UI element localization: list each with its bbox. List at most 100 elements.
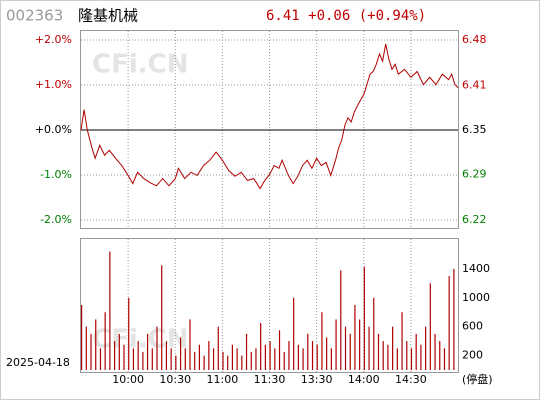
y2-tick-label: 6.22 <box>462 213 487 226</box>
volume-bar <box>278 330 281 370</box>
y2-tick-label: 6.48 <box>462 33 487 46</box>
volume-bar <box>439 341 441 370</box>
stock-quote: 6.41 +0.06 (+0.94%) <box>266 8 426 24</box>
x-tick-label: 14:30 <box>395 373 427 386</box>
volume-bar <box>434 333 436 370</box>
date-label: 2025-04-18 <box>6 356 70 369</box>
volume-bar <box>241 355 243 370</box>
volume-bar <box>128 297 130 370</box>
volume-bar <box>146 333 149 370</box>
volume-bar <box>113 341 116 370</box>
volume-bar <box>326 337 328 370</box>
volume-bar <box>316 344 318 370</box>
volume-bar <box>264 344 266 370</box>
volume-bar <box>410 348 413 370</box>
volume-bar <box>344 326 347 370</box>
y2-tick-label: 6.29 <box>462 168 487 181</box>
status-label: (停盘) <box>462 372 493 386</box>
x-tick-label: 11:30 <box>254 373 286 386</box>
y-tick-label: 200 <box>462 349 483 362</box>
volume-bar <box>123 344 125 370</box>
volume-bar <box>184 348 186 370</box>
volume-bar <box>330 348 332 370</box>
volume-bar <box>165 341 168 370</box>
y-tick-label: -2.0% <box>40 213 72 226</box>
x-tick-label: 10:00 <box>112 373 144 386</box>
volume-bar <box>151 348 153 370</box>
y2-tick-label: 6.35 <box>462 123 487 136</box>
x-tick-label: 11:00 <box>207 373 239 386</box>
volume-bar <box>217 326 219 370</box>
volume-bar <box>420 344 422 370</box>
volume-bar <box>198 344 201 370</box>
volume-bar <box>109 251 111 370</box>
volume-bar <box>429 283 431 370</box>
volume-bar <box>392 326 394 370</box>
volume-bar <box>132 348 135 370</box>
volume-bar <box>321 312 323 370</box>
volume-bar <box>250 351 252 370</box>
volume-bar <box>382 341 384 370</box>
volume-bar <box>170 348 172 370</box>
volume-bar <box>340 270 342 370</box>
volume-bar <box>297 344 299 370</box>
price-line <box>80 43 459 190</box>
volume-bar <box>142 351 144 370</box>
volume-bar <box>406 341 408 370</box>
volume-bar <box>396 348 398 370</box>
volume-bar <box>293 297 295 370</box>
volume-bar <box>255 348 257 370</box>
y-tick-label: 1400 <box>462 262 490 275</box>
volume-bar <box>260 323 262 370</box>
volume-bar <box>81 305 83 370</box>
volume-bar <box>95 319 97 370</box>
stock-code: 002363 <box>6 7 63 25</box>
volume-frame <box>80 238 459 373</box>
volume-bar <box>377 333 380 370</box>
watermark: CFi.CN <box>92 325 188 355</box>
volume-bar <box>90 333 92 370</box>
volume-bar <box>194 351 196 370</box>
volume-bar <box>231 344 233 370</box>
volume-bar <box>222 351 224 370</box>
volume-bar <box>179 337 182 370</box>
volume-bar <box>203 355 205 370</box>
volume-bar <box>175 355 177 370</box>
volume-bar <box>104 312 106 370</box>
stock-name: 隆基机械 <box>78 7 138 25</box>
volume-bar <box>227 355 229 370</box>
volume-bar <box>288 341 290 370</box>
volume-bar <box>269 341 271 370</box>
y-tick-label: 600 <box>462 320 483 333</box>
volume-bar <box>99 348 102 370</box>
volume-bar <box>387 344 389 370</box>
volume-bar <box>401 312 403 370</box>
volume-bar <box>453 268 455 370</box>
volume-bar <box>359 319 361 370</box>
volume-bar <box>274 348 276 370</box>
volume-bar <box>236 348 238 370</box>
y-tick-label: +0.0% <box>35 123 72 136</box>
watermark: CFi.CN <box>92 50 188 80</box>
volume-bar <box>443 348 446 370</box>
volume-bar <box>311 341 314 370</box>
price-frame <box>80 30 459 229</box>
volume-bar <box>118 333 120 370</box>
x-tick-label: 14:00 <box>348 373 380 386</box>
volume-bar <box>425 326 427 370</box>
volume-bar <box>302 348 304 370</box>
volume-bar <box>212 348 215 370</box>
volume-bar <box>373 297 375 370</box>
y-tick-label: +1.0% <box>35 78 72 91</box>
volume-bar <box>335 319 337 370</box>
volume-bar <box>189 319 191 370</box>
y-tick-label: 1000 <box>462 291 490 304</box>
y-tick-label: -1.0% <box>40 168 72 181</box>
volume-bar <box>283 351 285 370</box>
volume-bar <box>307 333 309 370</box>
x-tick-label: 10:30 <box>159 373 191 386</box>
x-tick-label: 13:30 <box>301 373 333 386</box>
volume-bar <box>448 276 450 370</box>
